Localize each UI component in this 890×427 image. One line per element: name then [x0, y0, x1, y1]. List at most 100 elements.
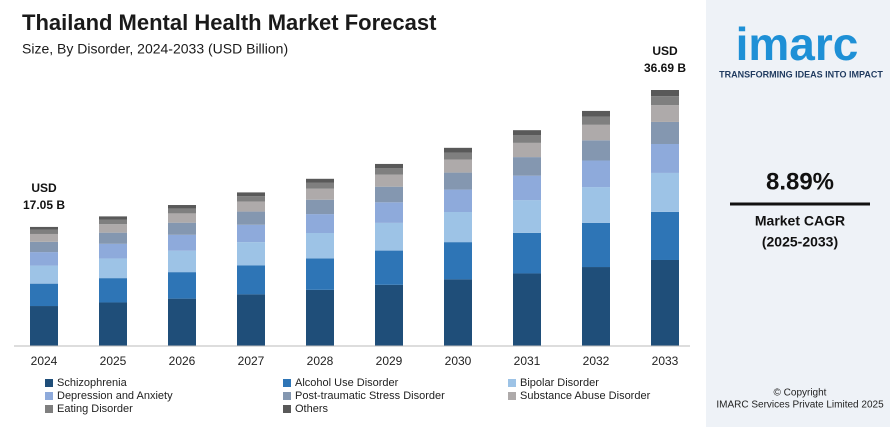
bar-segment [375, 168, 403, 175]
bar-segment [375, 222, 403, 251]
legend-swatch [45, 379, 53, 387]
bar-segment [651, 172, 679, 212]
legend-label: Substance Abuse Disorder [520, 390, 651, 402]
bar-segment [513, 232, 541, 274]
x-tick-label: 2029 [376, 354, 403, 368]
x-tick-label: 2024 [31, 354, 58, 368]
bar-segment [375, 174, 403, 187]
annotation: 36.69 B [644, 61, 686, 75]
bar-segment [237, 265, 265, 295]
bar-segment [444, 279, 472, 346]
bar-segment [168, 222, 196, 235]
bar-segment [30, 265, 58, 284]
bar-segment [513, 200, 541, 233]
bar-segment [99, 278, 127, 303]
copyright: © Copyright [774, 388, 827, 399]
bar-segment [513, 135, 541, 143]
annotation: USD [652, 44, 678, 58]
bar-segment [582, 110, 610, 117]
bar-segment [306, 289, 334, 346]
bar-segment [99, 216, 127, 220]
legend-label: Alcohol Use Disorder [295, 377, 399, 389]
legend-swatch [283, 379, 291, 387]
bar-segment [651, 143, 679, 173]
bar-segment [306, 199, 334, 215]
bar-segment [306, 214, 334, 233]
company: IMARC Services Private Limited 2025 [716, 400, 884, 411]
legend-swatch [283, 405, 291, 413]
bar-segment [444, 147, 472, 153]
chart-title: Thailand Mental Health Market Forecast [22, 10, 437, 35]
legend-swatch [283, 392, 291, 400]
legend-label: Schizophrenia [57, 377, 128, 389]
legend-label: Eating Disorder [57, 403, 133, 415]
chart-subtitle: Size, By Disorder, 2024-2033 (USD Billio… [22, 41, 288, 57]
bar-segment [30, 241, 58, 253]
bar-segment [444, 212, 472, 243]
bar-segment [168, 208, 196, 214]
bar-segment [168, 298, 196, 346]
bar-segment [237, 196, 265, 202]
x-tick-label: 2033 [652, 354, 679, 368]
bar-segment [444, 189, 472, 213]
bar-segment [237, 211, 265, 225]
legend-label: Bipolar Disorder [520, 377, 599, 389]
legend-swatch [45, 405, 53, 413]
legend-swatch [508, 392, 516, 400]
bar-segment [306, 182, 334, 189]
bar-segment [582, 140, 610, 161]
cagr-period: (2025-2033) [762, 234, 838, 250]
bar-segment [582, 187, 610, 223]
bar-segment [444, 242, 472, 280]
x-tick-label: 2031 [514, 354, 541, 368]
legend-label: Others [295, 403, 329, 415]
bar-segment [651, 96, 679, 106]
x-tick-label: 2026 [169, 354, 196, 368]
legend-label: Post-traumatic Stress Disorder [295, 390, 445, 402]
logo: imarc [736, 18, 859, 70]
bar-segment [651, 105, 679, 122]
bar-segment [582, 116, 610, 125]
bar-segment [444, 172, 472, 190]
x-tick-label: 2028 [307, 354, 334, 368]
bar-segment [375, 186, 403, 203]
bar-segment [237, 294, 265, 346]
legend-swatch [508, 379, 516, 387]
bar-segment [651, 259, 679, 346]
x-tick-label: 2027 [238, 354, 265, 368]
bar-segment [99, 219, 127, 225]
bar-segment [375, 163, 403, 169]
bar-segment [444, 152, 472, 160]
bar-segment [168, 234, 196, 251]
bar-segment [651, 211, 679, 260]
bar-segment [513, 175, 541, 201]
bar-segment [30, 252, 58, 266]
bar-segment [513, 130, 541, 136]
bar-segment [306, 258, 334, 290]
bar-segment [306, 232, 334, 259]
bar-segment [582, 160, 610, 188]
cagr-value: 8.89% [766, 168, 834, 195]
bar-segment [30, 229, 58, 234]
bar-segment [513, 142, 541, 158]
annotation: 17.05 B [23, 198, 65, 212]
bar-segment [375, 250, 403, 285]
bar-segment [99, 224, 127, 233]
bar-segment [237, 242, 265, 266]
bar-segment [513, 273, 541, 346]
bar-segment [99, 258, 127, 279]
bar-segment [30, 233, 58, 242]
bar-segment [237, 192, 265, 197]
bar-segment [237, 201, 265, 212]
x-tick-label: 2025 [100, 354, 127, 368]
side-panel-bg [706, 0, 890, 427]
bar-segment [168, 205, 196, 209]
bar-segment [30, 226, 58, 230]
legend-swatch [45, 392, 53, 400]
bar-segment [30, 306, 58, 346]
bar-segment [375, 284, 403, 346]
bar-segment [99, 302, 127, 346]
legend-label: Depression and Anxiety [57, 390, 173, 402]
